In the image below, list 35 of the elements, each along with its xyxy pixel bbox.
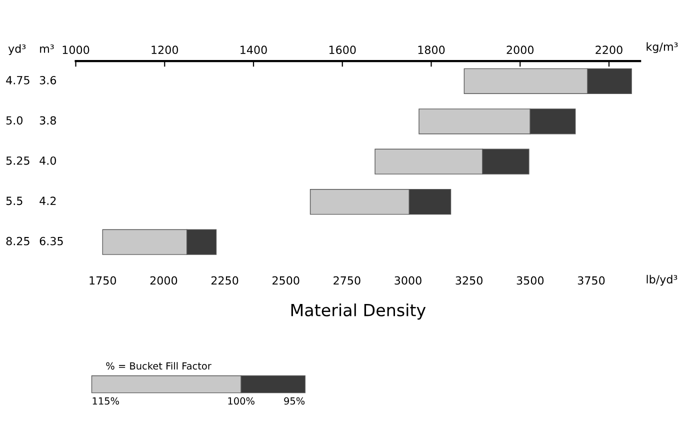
x2-tick-label: 1000 bbox=[62, 46, 90, 54]
text: lb/yd³ bbox=[646, 274, 678, 286]
x2-tick-label: 2000 bbox=[506, 46, 534, 54]
text: 115% bbox=[92, 397, 119, 405]
y2-axis-title: m³ bbox=[40, 44, 54, 53]
y-tick-label: 8.25 bbox=[6, 236, 30, 246]
y-axis-title: yd³ bbox=[8, 44, 26, 56]
x2-axis-title: kg/m³ bbox=[646, 42, 678, 54]
y2-tick-label: 6.35 bbox=[40, 236, 63, 246]
x-tick-label: 3000 bbox=[394, 276, 422, 285]
y2-tick-label: 4.2 bbox=[40, 196, 56, 205]
text: 95% bbox=[284, 397, 305, 405]
y2-tick-label: 3.8 bbox=[40, 116, 56, 125]
y2-tick-label: 3.6 bbox=[40, 76, 56, 84]
x-tick-label: 3750 bbox=[578, 276, 605, 285]
x-tick-label: 2250 bbox=[211, 276, 238, 285]
x2-tick-label: 1200 bbox=[152, 46, 178, 54]
x2-tick-label: 1400 bbox=[240, 46, 267, 54]
x-tick-label: 3500 bbox=[516, 276, 544, 285]
x2-tick-label: 2200 bbox=[596, 46, 622, 54]
text: 100% bbox=[228, 397, 254, 405]
x-tick-label: 1750 bbox=[90, 276, 116, 285]
x-tick-label: 3250 bbox=[456, 276, 482, 285]
y-tick-label: 5.0 bbox=[6, 116, 22, 125]
legend-title: % = Bucket Fill Factor bbox=[106, 362, 212, 370]
y-tick-label: 5.25 bbox=[6, 156, 30, 165]
y2-tick-label: 4.0 bbox=[40, 156, 56, 165]
y-tick-label: 4.75 bbox=[6, 76, 30, 84]
x2-tick-label: 1600 bbox=[329, 46, 356, 54]
x-tick-label: 2500 bbox=[272, 276, 300, 285]
y-tick-label: 5.5 bbox=[6, 196, 22, 206]
x-axis-title: Material Density bbox=[291, 303, 426, 320]
x2-tick-label: 1800 bbox=[418, 46, 445, 54]
x-tick-label: 2000 bbox=[150, 276, 178, 285]
x-tick-label: 2750 bbox=[334, 276, 360, 285]
